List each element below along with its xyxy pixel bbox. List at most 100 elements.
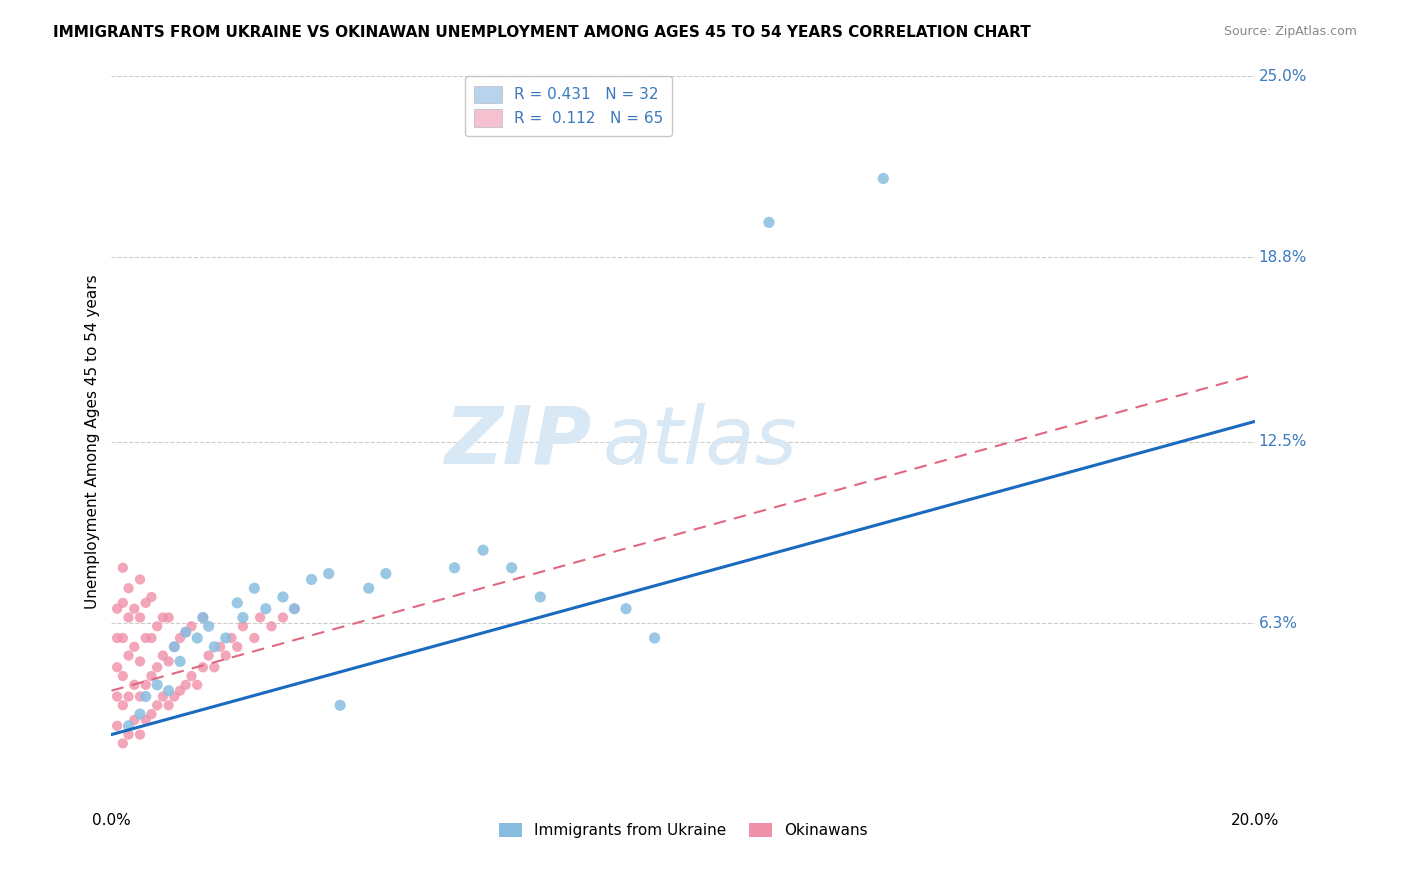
Point: [111, 736, 134, 750]
Y-axis label: Unemployment Among Ages 45 to 54 years: Unemployment Among Ages 45 to 54 years: [86, 275, 100, 609]
Point: [318, 566, 340, 581]
Point: [329, 698, 352, 713]
Point: [872, 171, 894, 186]
Point: [157, 683, 180, 698]
Point: [283, 601, 305, 615]
Point: [117, 719, 139, 733]
Point: [124, 601, 146, 615]
Point: [124, 640, 146, 654]
Point: [614, 601, 637, 615]
Point: [117, 690, 139, 704]
Text: 6.3%: 6.3%: [1258, 615, 1298, 631]
Text: ZIP: ZIP: [444, 403, 592, 481]
Point: [191, 610, 214, 624]
Point: [357, 581, 380, 595]
Point: [501, 560, 523, 574]
Point: [157, 654, 180, 668]
Point: [135, 690, 157, 704]
Point: [191, 610, 214, 624]
Text: IMMIGRANTS FROM UKRAINE VS OKINAWAN UNEMPLOYMENT AMONG AGES 45 TO 54 YEARS CORRE: IMMIGRANTS FROM UKRAINE VS OKINAWAN UNEM…: [53, 25, 1031, 40]
Point: [111, 631, 134, 645]
Point: [105, 631, 128, 645]
Point: [232, 619, 254, 633]
Point: [197, 648, 219, 663]
Point: [202, 640, 225, 654]
Point: [443, 560, 465, 574]
Point: [111, 560, 134, 574]
Point: [215, 648, 238, 663]
Point: [124, 678, 146, 692]
Point: [163, 690, 186, 704]
Text: atlas: atlas: [603, 403, 797, 481]
Point: [146, 698, 169, 713]
Point: [271, 590, 294, 604]
Point: [186, 678, 208, 692]
Point: [186, 631, 208, 645]
Point: [169, 654, 191, 668]
Point: [152, 610, 174, 624]
Point: [283, 601, 305, 615]
Point: [141, 669, 163, 683]
Point: [163, 640, 186, 654]
Point: [111, 669, 134, 683]
Point: [169, 631, 191, 645]
Point: [215, 631, 238, 645]
Point: [644, 631, 666, 645]
Point: [141, 590, 163, 604]
Point: [758, 215, 780, 229]
Point: [111, 596, 134, 610]
Point: [135, 678, 157, 692]
Point: [129, 690, 152, 704]
Point: [146, 660, 169, 674]
Text: Source: ZipAtlas.com: Source: ZipAtlas.com: [1223, 25, 1357, 38]
Point: [129, 728, 152, 742]
Point: [174, 625, 197, 640]
Point: [249, 610, 271, 624]
Point: [105, 660, 128, 674]
Text: 12.5%: 12.5%: [1258, 434, 1306, 450]
Point: [117, 728, 139, 742]
Point: [105, 690, 128, 704]
Text: 18.8%: 18.8%: [1258, 250, 1306, 265]
Point: [124, 713, 146, 727]
Point: [157, 610, 180, 624]
Point: [117, 581, 139, 595]
Point: [180, 619, 202, 633]
Point: [191, 660, 214, 674]
Point: [260, 619, 283, 633]
Point: [254, 601, 277, 615]
Point: [301, 573, 323, 587]
Point: [174, 678, 197, 692]
Legend: Immigrants from Ukraine, Okinawans: Immigrants from Ukraine, Okinawans: [492, 817, 875, 844]
Point: [117, 610, 139, 624]
Point: [135, 713, 157, 727]
Point: [180, 669, 202, 683]
Point: [152, 690, 174, 704]
Point: [146, 678, 169, 692]
Point: [105, 719, 128, 733]
Point: [271, 610, 294, 624]
Point: [135, 631, 157, 645]
Point: [129, 573, 152, 587]
Point: [221, 631, 243, 645]
Point: [141, 707, 163, 722]
Point: [243, 631, 266, 645]
Point: [111, 698, 134, 713]
Point: [105, 601, 128, 615]
Point: [135, 596, 157, 610]
Point: [202, 660, 225, 674]
Point: [129, 654, 152, 668]
Point: [169, 683, 191, 698]
Point: [157, 698, 180, 713]
Point: [374, 566, 396, 581]
Point: [117, 648, 139, 663]
Point: [146, 619, 169, 633]
Point: [209, 640, 232, 654]
Point: [129, 610, 152, 624]
Point: [129, 707, 152, 722]
Point: [152, 648, 174, 663]
Point: [243, 581, 266, 595]
Point: [472, 543, 495, 558]
Point: [226, 640, 249, 654]
Point: [197, 619, 219, 633]
